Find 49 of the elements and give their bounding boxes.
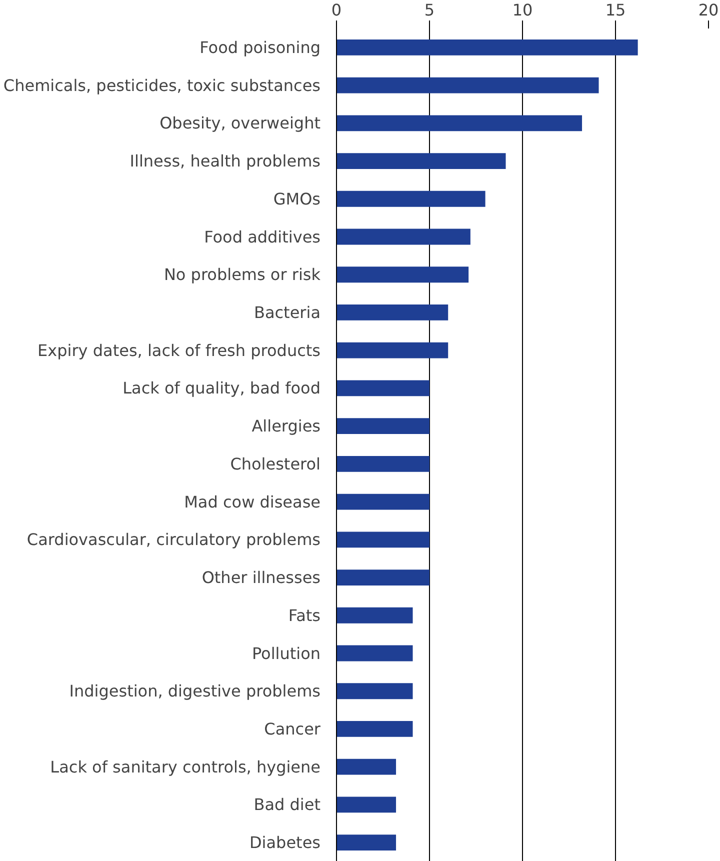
bar (336, 834, 396, 851)
y-tick-label: Allergies (252, 416, 321, 436)
bar (336, 607, 413, 624)
x-tick-label: 20 (698, 0, 719, 20)
y-tick-label: Pollution (252, 644, 320, 663)
bar (336, 532, 430, 548)
y-tick-label: Expiry dates, lack of fresh products (38, 340, 321, 360)
y-tick-label: Bad diet (254, 795, 321, 814)
bar (336, 758, 396, 775)
y-tick-label: Other illnesses (202, 568, 320, 588)
bar (336, 228, 470, 245)
bar (336, 380, 430, 396)
bar (336, 115, 582, 132)
bar (336, 494, 430, 510)
x-tick-label: 10 (512, 0, 533, 20)
y-tick-label: Chemicals, pesticides, toxic substances (3, 76, 320, 95)
y-tick-label: Cardiovascular, circulatory problems (26, 530, 321, 550)
bar (336, 683, 413, 700)
y-tick-label: Diabetes (249, 833, 321, 852)
bar (336, 570, 430, 586)
y-tick-label: Lack of sanitary controls, hygiene (50, 757, 321, 776)
bar (336, 456, 430, 472)
bar (336, 77, 599, 94)
y-tick-label: Cholesterol (230, 454, 321, 474)
y-tick-label: No problems or risk (164, 265, 322, 284)
y-tick-label: Cancer (264, 719, 321, 738)
bar (336, 645, 413, 662)
bar (336, 342, 448, 358)
y-tick-label: Food poisoning (200, 38, 321, 57)
y-tick-label: Obesity, overweight (160, 114, 321, 133)
bar (336, 721, 413, 737)
bar (336, 304, 448, 320)
y-tick-label: Fats (288, 606, 321, 625)
x-tick-label: 15 (605, 0, 626, 20)
bar (336, 190, 486, 207)
bar (336, 796, 396, 813)
y-tick-label: GMOs (273, 189, 321, 208)
bar (336, 39, 638, 56)
y-tick-label: Food additives (204, 227, 321, 246)
bar (336, 266, 469, 283)
x-tick-label: 0 (331, 0, 342, 20)
y-tick-label: Lack of quality, bad food (122, 378, 321, 398)
y-tick-label: Mad cow disease (184, 492, 320, 512)
bar (336, 153, 506, 169)
x-tick-label: 5 (424, 0, 435, 20)
bar (336, 418, 430, 434)
y-tick-label: Bacteria (254, 302, 321, 322)
y-tick-label: Indigestion, digestive problems (69, 682, 321, 701)
y-tick-label: Illness, health problems (130, 152, 321, 171)
